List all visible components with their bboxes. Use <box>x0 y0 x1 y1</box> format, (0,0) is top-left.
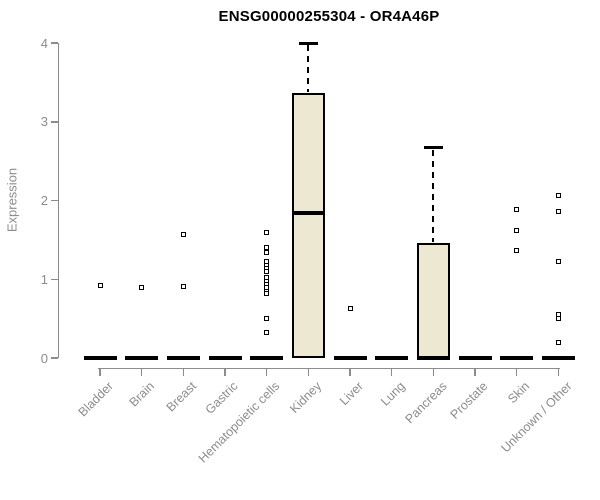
x-axis-tick <box>432 369 435 376</box>
x-category-label: Lung <box>378 379 408 409</box>
x-category-label: Prostate <box>448 379 491 422</box>
box <box>291 93 325 358</box>
y-tick-label: 2 <box>40 193 48 208</box>
x-axis-tick <box>265 369 268 376</box>
x-axis-tick <box>390 369 393 376</box>
median-line <box>250 355 284 361</box>
outlier-point <box>514 206 520 212</box>
median-line <box>458 355 492 361</box>
median-line <box>83 355 117 361</box>
y-axis-tick <box>50 278 58 280</box>
y-axis-tick <box>50 121 58 123</box>
outlier-point <box>514 248 520 254</box>
outlier-point <box>514 227 520 233</box>
outlier-point <box>555 193 561 199</box>
x-axis-tick <box>474 369 476 376</box>
median-line <box>291 210 325 216</box>
outlier-point <box>555 209 561 215</box>
x-axis-tick <box>515 369 518 376</box>
x-category-label: Skin <box>505 379 533 407</box>
outlier-point <box>180 231 186 237</box>
whisker-cap <box>298 41 318 45</box>
outlier-point <box>555 316 561 322</box>
outlier-point <box>264 290 270 296</box>
x-category-label: Gastric <box>203 379 241 417</box>
chart-title: ENSG00000255304 - OR4A46P <box>218 8 440 25</box>
y-axis-line <box>57 43 59 358</box>
x-category-label: Pancreas <box>402 379 450 427</box>
x-axis-tick <box>99 369 101 376</box>
outlier-point <box>180 283 186 289</box>
x-axis-tick <box>557 369 560 376</box>
whisker-line <box>432 149 435 243</box>
x-category-label: Bladder <box>75 379 116 420</box>
box <box>416 243 450 358</box>
x-category-label: Breast <box>163 379 200 415</box>
y-axis-tick <box>50 357 58 359</box>
outlier-point <box>555 259 561 265</box>
x-category-label: Hematopoietic cells <box>196 379 283 466</box>
outlier-point <box>264 330 270 336</box>
outlier-point <box>264 229 270 235</box>
outlier-point <box>97 283 103 289</box>
x-axis-tick <box>349 369 351 376</box>
median-line <box>416 355 450 361</box>
x-category-label: Liver <box>336 379 366 409</box>
whisker-line <box>307 45 310 93</box>
x-category-label: Kidney <box>287 379 325 416</box>
median-line <box>375 355 409 361</box>
median-line <box>208 355 242 361</box>
x-axis-tick <box>307 369 310 376</box>
y-axis-tick <box>50 42 58 44</box>
median-line <box>500 355 534 361</box>
median-line <box>125 355 159 361</box>
outlier-point <box>555 339 561 345</box>
outlier-point <box>139 284 145 290</box>
y-axis-tick <box>50 199 58 202</box>
x-axis-tick <box>224 369 226 376</box>
x-axis-tick <box>140 369 143 376</box>
outlier-point <box>264 268 270 274</box>
whisker-cap <box>423 146 443 150</box>
y-tick-label: 4 <box>40 35 48 51</box>
median-line <box>333 355 367 361</box>
x-axis-tick <box>182 369 185 376</box>
median-line <box>541 355 575 361</box>
x-category-label: Brain <box>127 379 158 410</box>
outlier-point <box>264 316 270 322</box>
outlier-point <box>264 245 270 251</box>
x-axis-line <box>98 367 561 369</box>
y-tick-label: 0 <box>40 350 48 366</box>
outlier-point <box>264 249 270 255</box>
y-tick-label: 3 <box>40 114 48 130</box>
median-line <box>166 355 200 361</box>
outlier-point <box>347 305 353 311</box>
y-tick-label: 1 <box>40 271 48 287</box>
